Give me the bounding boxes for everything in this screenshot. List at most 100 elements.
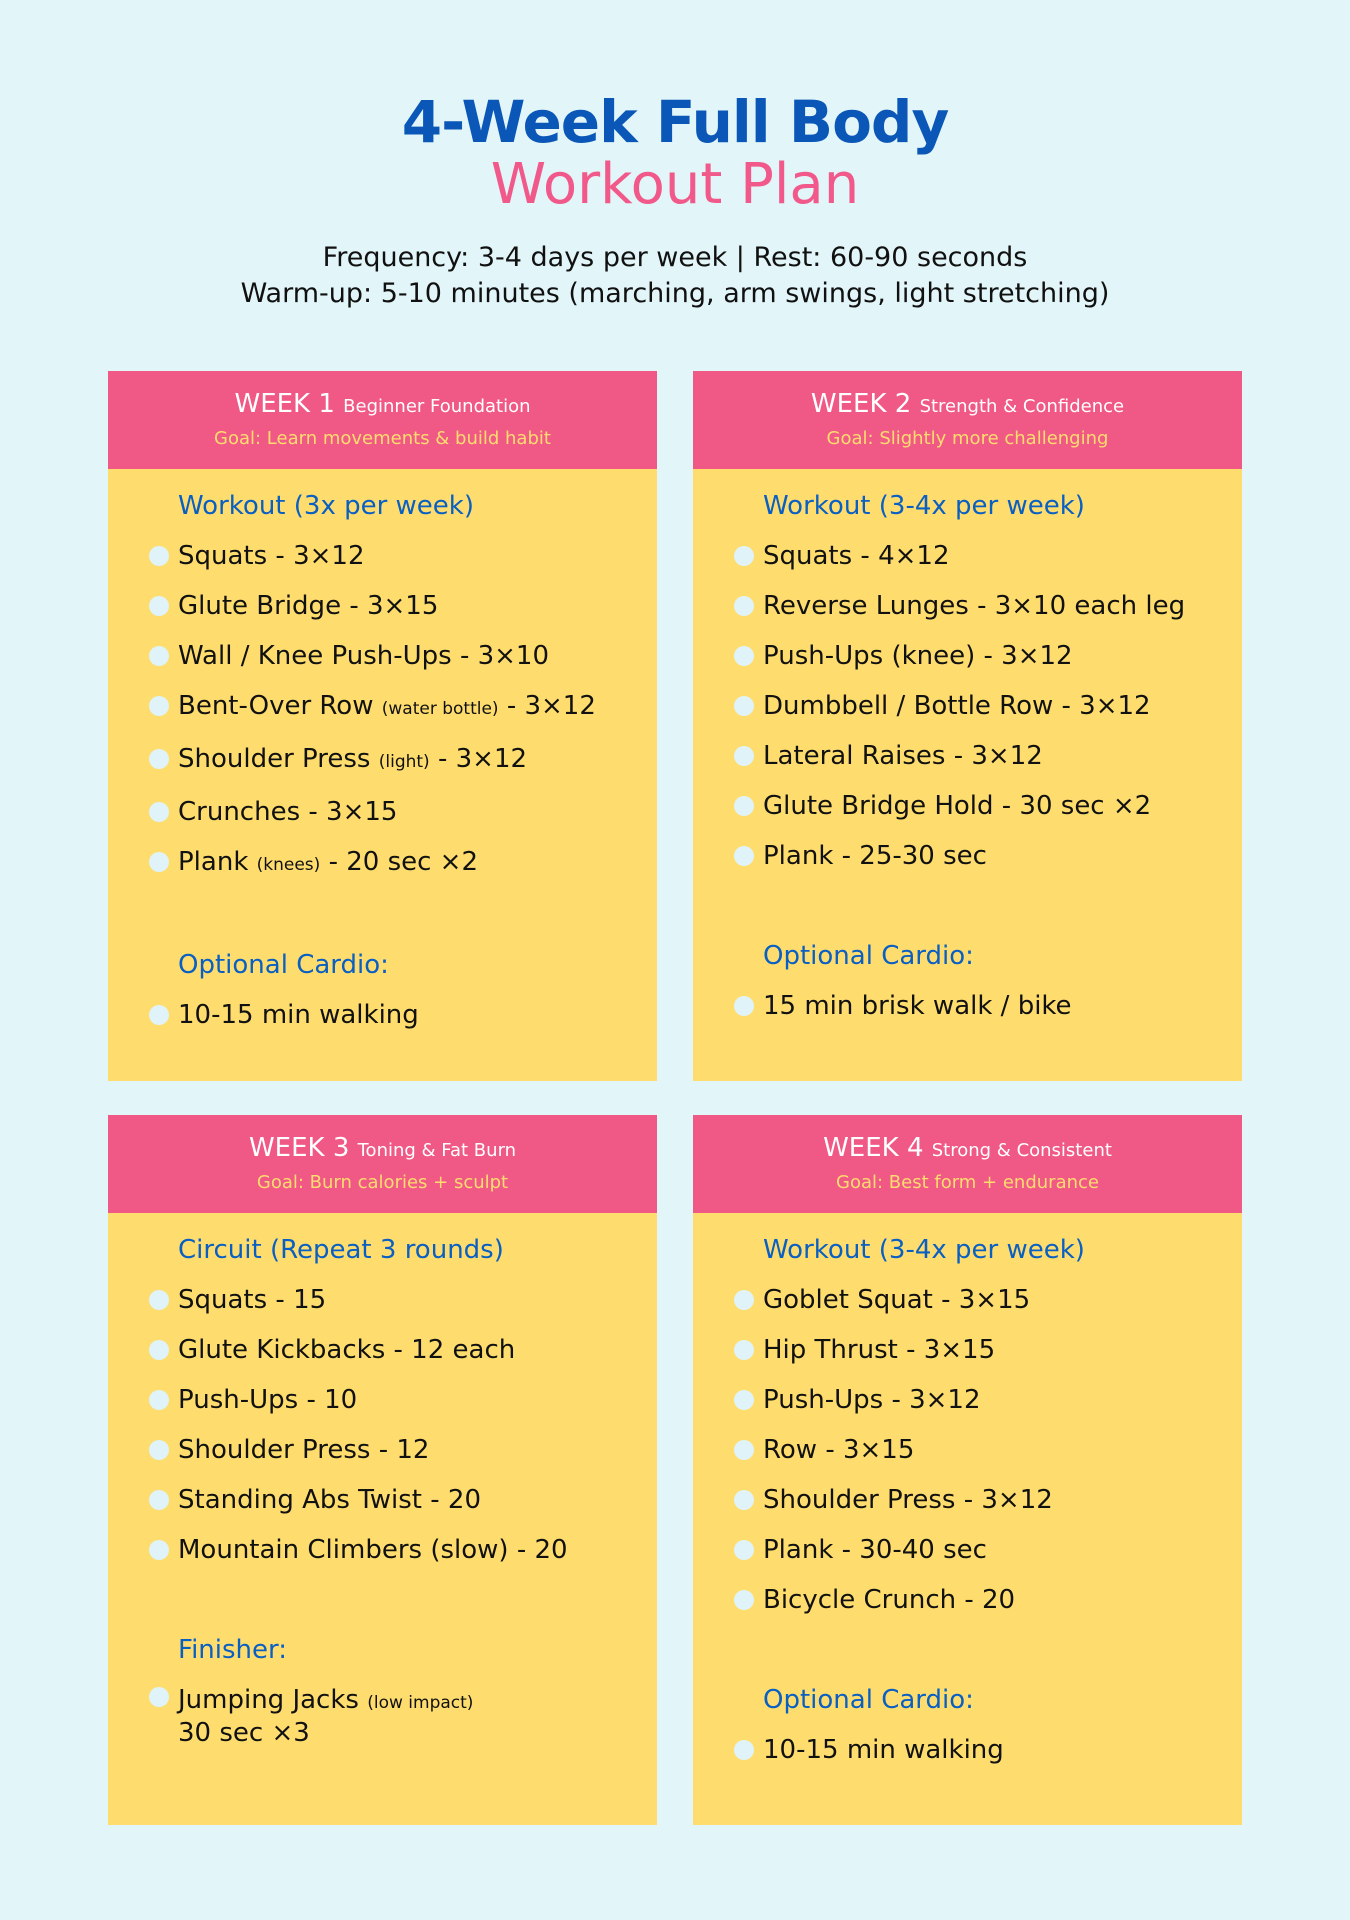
bullet-icon [734,746,754,766]
exercise-name: Goblet Squat - 3×15 [763,1285,1031,1315]
bullet-icon [149,1687,169,1707]
exercise-item: Shoulder Press - 3×12 [693,1475,1242,1525]
week-card: WEEK 2 Strength & Confidence Goal: Slight… [693,371,1242,1081]
section: Workout (3x per week) Squats - 3×12 Glute … [108,481,657,890]
exercise-item: Mountain Climbers (slow) - 20 [108,1525,657,1575]
week-body: Workout (3-4x per week) Goblet Squat - 3×… [693,1213,1242,1775]
exercise-item: Glute Kickbacks - 12 each [108,1325,657,1375]
exercise-item: 15 min brisk walk / bike [693,981,1242,1031]
week-header: WEEK 3 Toning & Fat Burn Goal: Burn calor… [108,1115,657,1213]
section: Circuit (Repeat 3 rounds) Squats - 15 Glut… [108,1225,657,1575]
bullet-icon [734,1740,754,1760]
section-heading: Workout (3-4x per week) [763,1235,1085,1265]
section-heading: Workout (3x per week) [178,491,475,521]
section: Optional Cardio: 10-15 min walking [108,940,657,1040]
bullet-icon [149,1005,169,1025]
exercise-name: Push-Ups - 10 [178,1385,358,1415]
bullet-icon [734,696,754,716]
exercise-name: Bent-Over Row [178,691,382,721]
week-body: Circuit (Repeat 3 rounds) Squats - 15 Glut… [108,1213,657,1748]
exercise-item: 10-15 min walking [693,1725,1242,1775]
exercise-name: Row - 3×15 [763,1435,915,1465]
exercise-item: Plank - 30-40 sec [693,1525,1242,1575]
week-card: WEEK 4 Strong & Consistent Goal: Best for… [693,1115,1242,1825]
exercise-item: Squats - 15 [108,1275,657,1325]
bullet-icon [149,852,169,872]
bullet-icon [149,646,169,666]
bullet-icon [734,846,754,866]
week-body: Workout (3-4x per week) Squats - 4×12 Reve… [693,469,1242,1031]
week-header: WEEK 2 Strength & Confidence Goal: Slight… [693,371,1242,469]
exercise-name: Plank - 25-30 sec [763,841,987,871]
week-body: Workout (3x per week) Squats - 3×12 Glute … [108,469,657,1040]
frequency-info: Frequency: 3-4 days per week | Rest: 60-… [322,242,1028,273]
week-subtitle: Beginner Foundation [343,396,531,417]
week-label: WEEK 1 [234,389,335,419]
bullet-icon [149,1290,169,1310]
exercise-reps: - 20 sec ×2 [320,847,479,877]
section-heading: Optional Cardio: [763,1685,974,1715]
exercise-item: Squats - 4×12 [693,531,1242,581]
bullet-icon [149,1540,169,1560]
exercise-item: Jumping Jacks (low impact) 30 sec ×3 [108,1675,657,1748]
week-goal: Goal: Learn movements & build habit [214,428,551,449]
exercise-item: Wall / Knee Push-Ups - 3×10 [108,631,657,681]
week-header: WEEK 4 Strong & Consistent Goal: Best for… [693,1115,1242,1213]
exercise-item: Squats - 3×12 [108,531,657,581]
section: Finisher: Jumping Jacks (low impact) 30 se… [108,1625,657,1748]
week-title: WEEK 2 Strength & Confidence [693,371,1242,424]
exercise-item: Push-Ups (knee) - 3×12 [693,631,1242,681]
bullet-icon [734,646,754,666]
week-label: WEEK 4 [823,1133,924,1163]
exercise-name: 10-15 min walking [178,1000,419,1030]
week-card: WEEK 3 Toning & Fat Burn Goal: Burn calor… [108,1115,657,1825]
bullet-icon [149,1440,169,1460]
exercise-name: Push-Ups - 3×12 [763,1385,981,1415]
bullet-icon [149,696,169,716]
exercise-item: Plank - 25-30 sec [693,831,1242,881]
section-heading: Optional Cardio: [763,941,974,971]
exercise-name: Hip Thrust - 3×15 [763,1335,996,1365]
section-heading: Circuit (Repeat 3 rounds) [178,1235,504,1265]
exercise-name: Plank - 30-40 sec [763,1535,987,1565]
exercise-item: Crunches - 3×15 [108,787,657,837]
exercise-name: Glute Bridge Hold - 30 sec ×2 [763,791,1152,821]
exercise-item: Lateral Raises - 3×12 [693,731,1242,781]
exercise-name: Wall / Knee Push-Ups - 3×10 [178,641,550,671]
exercise-name: Shoulder Press - 3×12 [763,1485,1053,1515]
week-goal: Goal: Burn calories + sculpt [256,1172,509,1193]
exercise-item: Standing Abs Twist - 20 [108,1475,657,1525]
exercise-name: Glute Bridge - 3×15 [178,591,439,621]
exercise-note: (light) [378,752,430,772]
bullet-icon [149,1490,169,1510]
exercise-item: Row - 3×15 [693,1425,1242,1475]
bullet-icon [149,596,169,616]
week-card: WEEK 1 Beginner Foundation Goal: Learn mo… [108,371,657,1081]
exercise-name: Plank [178,847,257,877]
bullet-icon [149,546,169,566]
exercise-name: Glute Kickbacks - 12 each [178,1335,516,1365]
exercise-name: Standing Abs Twist - 20 [178,1485,481,1515]
bullet-icon [734,796,754,816]
exercise-name: Push-Ups (knee) - 3×12 [763,641,1073,671]
bullet-icon [734,1540,754,1560]
exercise-name: Lateral Raises - 3×12 [763,741,1043,771]
week-subtitle: Toning & Fat Burn [357,1140,517,1161]
exercise-name: Squats - 15 [178,1285,327,1315]
bullet-icon [734,1290,754,1310]
week-title: WEEK 1 Beginner Foundation [108,371,657,424]
exercise-name: Dumbbell / Bottle Row - 3×12 [763,691,1151,721]
bullet-icon [734,1390,754,1410]
exercise-reps: 30 sec ×3 [178,1718,310,1748]
section: Workout (3-4x per week) Squats - 4×12 Reve… [693,481,1242,881]
section-heading: Finisher: [178,1635,288,1665]
bullet-icon [734,1590,754,1610]
section: Optional Cardio: 15 min brisk walk / bike [693,931,1242,1031]
exercise-name: 15 min brisk walk / bike [763,991,1072,1021]
exercise-reps: - 3×12 [498,691,596,721]
exercise-name: 10-15 min walking [763,1735,1004,1765]
section: Workout (3-4x per week) Goblet Squat - 3×… [693,1225,1242,1625]
exercise-item: Bicycle Crunch - 20 [693,1575,1242,1625]
week-goal: Goal: Best form + endurance [836,1172,1099,1193]
exercise-item: Shoulder Press (light) - 3×12 [108,734,657,787]
